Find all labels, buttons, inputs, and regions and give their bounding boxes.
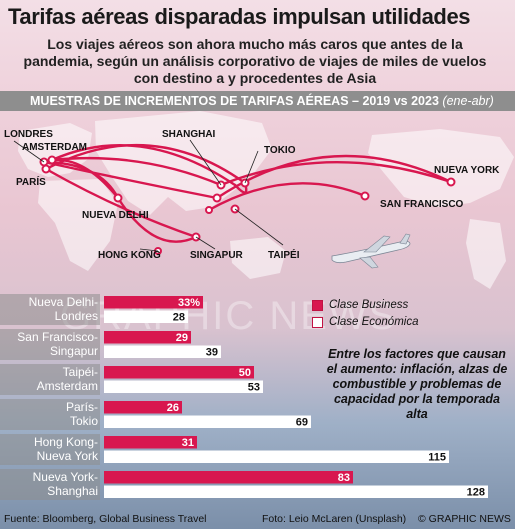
route-taipei-amsterdam bbox=[50, 144, 237, 187]
bar-economy bbox=[104, 450, 449, 463]
bar-economy bbox=[104, 485, 488, 498]
legend-swatch-economy bbox=[312, 316, 323, 328]
category-label: Taipéi- bbox=[63, 365, 98, 379]
bar-business bbox=[104, 471, 353, 484]
city-markers bbox=[39, 155, 456, 255]
label-taipei: TAIPÉI bbox=[268, 248, 300, 261]
marker-sanfrancisco bbox=[360, 191, 370, 201]
australia-landmass bbox=[230, 237, 286, 279]
marker-paris bbox=[41, 164, 51, 174]
legend-label-economy: Clase Económica bbox=[329, 316, 419, 328]
footer: Fuente: Bloomberg, Global Business Trave… bbox=[0, 510, 515, 529]
marker-hongkong bbox=[212, 193, 222, 203]
marker-extra-2 bbox=[205, 206, 213, 214]
label-leaders bbox=[13, 139, 284, 252]
airplane-icon bbox=[331, 233, 411, 269]
category-label: Nueva Delhi- bbox=[29, 295, 98, 309]
city-labels: LONDRES AMSTERDAM PARÍS NUEVA DELHI SHAN… bbox=[4, 129, 500, 261]
category-band bbox=[0, 434, 100, 465]
category-band bbox=[0, 294, 100, 325]
footer-source: Fuente: Bloomberg, Global Business Trave… bbox=[4, 513, 207, 525]
bar-business bbox=[104, 401, 182, 414]
marker-amsterdam bbox=[47, 155, 57, 165]
route-paris-singapore bbox=[44, 167, 198, 239]
category-band bbox=[0, 329, 100, 360]
category-label: Tokio bbox=[70, 414, 98, 428]
subtitle: Los viajes aéreos son ahora mucho más ca… bbox=[23, 36, 487, 86]
bar-business bbox=[104, 366, 254, 379]
bar-economy bbox=[104, 310, 188, 323]
label-newdelhi: NUEVA DELHI bbox=[82, 210, 149, 221]
label-paris: PARÍS bbox=[16, 175, 46, 188]
label-sanfrancisco: SAN FRANCISCO bbox=[380, 199, 464, 210]
section-banner: MUESTRAS DE INCREMENTOS DE TARIFAS AÉREA… bbox=[0, 91, 515, 111]
bar-economy-label: 28 bbox=[173, 312, 185, 324]
fare-increase-bar-chart: Nueva Delhi-Londres 33% 28 San Francisco-Si… bbox=[0, 294, 488, 500]
label-tokyo: TOKIO bbox=[264, 145, 296, 156]
banner-text: MUESTRAS DE INCREMENTOS DE TARIFAS AÉREA… bbox=[30, 94, 439, 108]
bar-economy-label: 39 bbox=[206, 347, 218, 359]
bar-business-label: 26 bbox=[167, 402, 179, 414]
category-label: Nueva York- bbox=[33, 470, 98, 484]
north-america-landmass bbox=[368, 129, 514, 207]
bar-economy-label: 69 bbox=[296, 417, 308, 429]
legend-item-business: Clase Business bbox=[312, 297, 418, 313]
footer-copyright: © GRAPHIC NEWS bbox=[418, 513, 511, 525]
bar-business-label: 31 bbox=[182, 437, 194, 449]
category-label: Hong Kong- bbox=[34, 435, 98, 449]
legend-label-business: Clase Business bbox=[329, 299, 409, 311]
footer-photo-credit: Foto: Leio McLaren (Unsplash) bbox=[262, 513, 407, 525]
label-hongkong: HONG KONG bbox=[98, 250, 161, 261]
factors-note: Entre los factores que causan el aumento… bbox=[326, 347, 508, 421]
bar-economy bbox=[104, 415, 311, 428]
bar-economy-label: 115 bbox=[428, 452, 446, 464]
label-singapore: SINGAPUR bbox=[190, 250, 244, 261]
category-band bbox=[0, 399, 100, 430]
marker-newyork bbox=[446, 177, 456, 187]
category-label: Nueva York bbox=[37, 449, 99, 463]
legend-swatch-business bbox=[312, 299, 323, 311]
category-label: San Francisco- bbox=[17, 330, 98, 344]
africa-landmass bbox=[38, 179, 118, 271]
route-sanfrancisco-singapore bbox=[207, 182, 367, 212]
continents bbox=[18, 111, 514, 289]
category-label: Amsterdam bbox=[37, 379, 98, 393]
route-amsterdam-shanghai bbox=[50, 156, 223, 187]
bar-economy bbox=[104, 345, 221, 358]
label-shanghai: SHANGHAI bbox=[162, 129, 216, 140]
label-amsterdam: AMSTERDAM bbox=[22, 142, 87, 153]
bar-business-label: 83 bbox=[338, 472, 350, 484]
bar-economy bbox=[104, 380, 263, 393]
banner-period: (ene-abr) bbox=[442, 94, 494, 108]
marker-newdelhi bbox=[113, 193, 123, 203]
bar-economy-label: 53 bbox=[248, 382, 260, 394]
legend: Clase Business Clase Económica bbox=[312, 297, 418, 331]
label-london: LONDRES bbox=[4, 129, 53, 140]
category-label: Shanghai bbox=[47, 484, 98, 498]
category-label: Singapur bbox=[50, 344, 98, 358]
category-label: Londres bbox=[55, 309, 98, 323]
legend-item-economy: Clase Económica bbox=[312, 314, 418, 330]
route-london-hongkong bbox=[42, 160, 219, 200]
category-band bbox=[0, 469, 100, 500]
bar-business-label: 33% bbox=[178, 297, 200, 309]
category-band bbox=[0, 364, 100, 395]
bar-business bbox=[104, 331, 191, 344]
category-label: París- bbox=[66, 400, 98, 414]
bar-business-label: 50 bbox=[239, 367, 251, 379]
bar-business-label: 29 bbox=[176, 332, 188, 344]
asia-landmass bbox=[95, 111, 272, 215]
route-newdelhi-singapore bbox=[116, 196, 198, 243]
bar-economy-label: 128 bbox=[467, 487, 485, 499]
bar-business bbox=[104, 436, 197, 449]
south-america-landmass bbox=[466, 219, 506, 289]
bar-business bbox=[104, 296, 203, 309]
label-newyork: NUEVA YORK bbox=[434, 165, 500, 176]
page-title: Tarifas aéreas disparadas impulsan utili… bbox=[8, 4, 471, 29]
route-map: LONDRES AMSTERDAM PARÍS NUEVA DELHI SHAN… bbox=[4, 111, 514, 289]
